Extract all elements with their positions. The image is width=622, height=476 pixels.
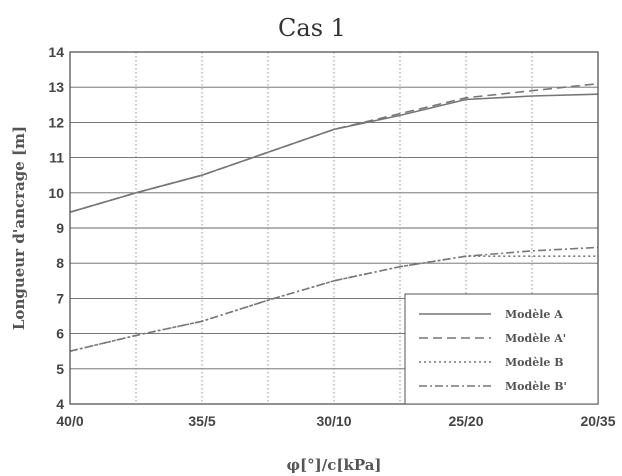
x-tick-label: 25/20 bbox=[448, 413, 483, 429]
y-tick-label: 13 bbox=[48, 79, 64, 95]
plot-frame bbox=[69, 51, 599, 405]
y-tick-label: 14 bbox=[48, 44, 64, 60]
y-tick-label: 8 bbox=[56, 255, 64, 271]
y-tick-label: 9 bbox=[56, 220, 64, 236]
series-line bbox=[69, 82, 599, 213]
legend: Modèle A Modèle A' Modèle B Modèle B' bbox=[404, 293, 599, 405]
x-tick-label: 20/35 bbox=[580, 413, 615, 429]
ticks: 4 5 6 7 8 9 10 11 12 13 14 40/0 35/5 30/10 25/20 20/35 bbox=[48, 44, 615, 429]
legend-label: Modèle B bbox=[505, 356, 564, 369]
chart-title: Cas 1 bbox=[278, 14, 346, 42]
legend-label: Modèle A bbox=[505, 308, 563, 321]
y-tick-label: 11 bbox=[49, 150, 64, 166]
y-tick-label: 7 bbox=[56, 290, 64, 306]
legend-box bbox=[404, 293, 599, 405]
y-axis-label: Longueur d'ancrage [m] bbox=[10, 126, 28, 330]
y-tick-label: 4 bbox=[56, 396, 64, 412]
y-tick-label: 12 bbox=[48, 114, 64, 130]
x-axis-label: φ[°]/c[kPa] bbox=[286, 456, 381, 474]
y-tick-label: 5 bbox=[56, 361, 64, 377]
x-tick-label: 35/5 bbox=[188, 413, 215, 429]
series-line bbox=[69, 246, 599, 352]
x-tick-label: 30/10 bbox=[316, 413, 351, 429]
x-tick-label: 40/0 bbox=[56, 413, 83, 429]
series-layer bbox=[69, 82, 599, 352]
y-tick-label: 10 bbox=[48, 185, 64, 201]
legend-label: Modèle B' bbox=[505, 380, 567, 393]
series-line bbox=[69, 255, 598, 352]
legend-label: Modèle A' bbox=[505, 332, 566, 345]
y-tick-label: 6 bbox=[56, 326, 64, 342]
